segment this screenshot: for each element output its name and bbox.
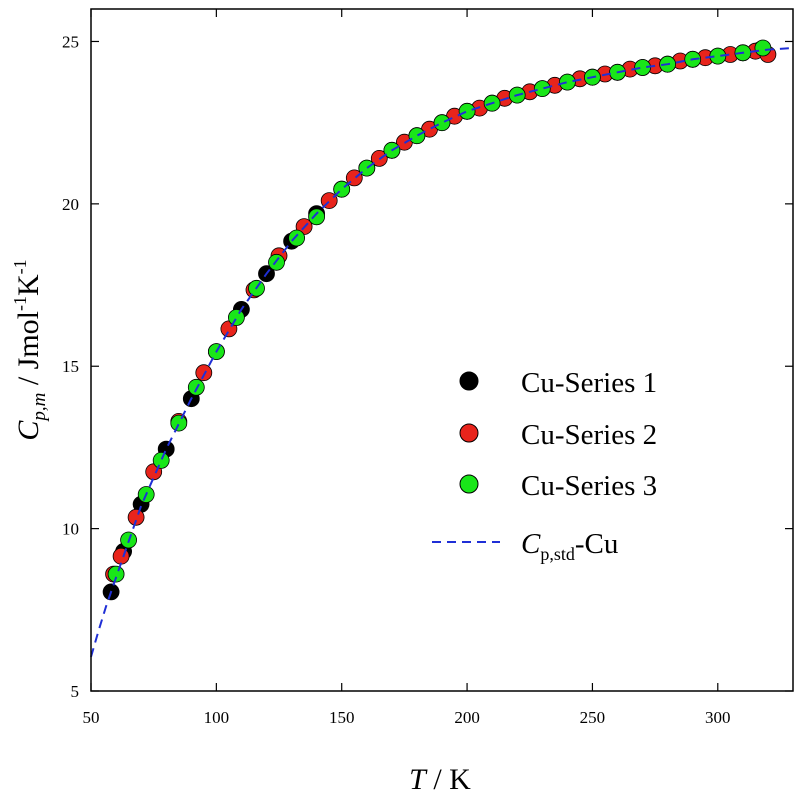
y-axis-unit2: K (12, 274, 45, 296)
legend-label-series-2: Cu-Series 2 (521, 419, 657, 451)
y-axis-var: C (12, 420, 45, 441)
axes-layer: 50 100 150 200 250 300 5 10 15 20 25 (62, 9, 793, 727)
legend-marker-series-1 (459, 371, 479, 391)
data-point-series-3 (107, 565, 125, 583)
legend-label-std: Cp,std-Cu (521, 528, 618, 564)
y-tick-label: 5 (71, 682, 80, 701)
data-point-series-3 (634, 59, 651, 76)
legend: Cu-Series 1 Cu-Series 2 Cu-Series 3 Cp,s… (432, 367, 657, 564)
data-point-series-2 (127, 508, 145, 526)
data-point-series-3 (533, 80, 551, 97)
data-point-series-3 (227, 309, 245, 326)
x-tick-label: 250 (580, 708, 606, 727)
data-point-series-3 (559, 73, 576, 91)
data-point-series-3 (709, 47, 727, 65)
data-point-series-3 (152, 451, 170, 469)
data-point-series-3 (408, 127, 426, 145)
legend-label-series-3: Cu-Series 3 (521, 470, 657, 502)
data-layer (90, 39, 794, 658)
data-point-series-3 (458, 102, 476, 120)
x-tick-label: 50 (83, 708, 100, 727)
y-tick-label: 10 (62, 520, 79, 539)
y-tick-label: 15 (62, 357, 79, 376)
y-axis-unit: / Jmol (12, 311, 45, 393)
plot-frame (90, 8, 794, 692)
legend-label-series-1: Cu-Series 1 (521, 367, 657, 399)
y-axis-sub: p,m (29, 393, 50, 423)
data-point-series-2 (112, 547, 130, 565)
x-axis-unit: / K (426, 763, 471, 796)
data-point-series-3 (754, 39, 772, 57)
data-point-series-3 (308, 208, 326, 226)
x-axis-title: T / K (409, 763, 471, 796)
std-curve-line (90, 47, 794, 658)
legend-label-std-main: C (521, 528, 541, 560)
x-axis-var: T (409, 763, 428, 796)
data-point-series-3 (170, 414, 188, 432)
data-point-series-3 (433, 114, 451, 132)
y-axis-sup1: -1 (10, 296, 30, 311)
legend-label-std-sub: p,std (540, 544, 575, 564)
data-point-series-2 (195, 364, 213, 382)
y-axis-title: Cp,m / Jmol-1K-1 (10, 259, 50, 440)
y-axis-sup2: -1 (10, 259, 30, 274)
x-tick-label: 100 (204, 708, 230, 727)
x-tick-label: 300 (705, 708, 731, 727)
legend-label-std-suffix: -Cu (575, 528, 619, 560)
x-tick-label: 200 (454, 708, 480, 727)
data-point-series-3 (288, 229, 306, 247)
y-tick-label: 25 (62, 32, 79, 51)
legend-marker-series-3 (459, 474, 479, 494)
x-tick-label: 150 (329, 708, 355, 727)
y-tick-label: 20 (62, 195, 79, 214)
legend-marker-series-2 (459, 423, 479, 443)
